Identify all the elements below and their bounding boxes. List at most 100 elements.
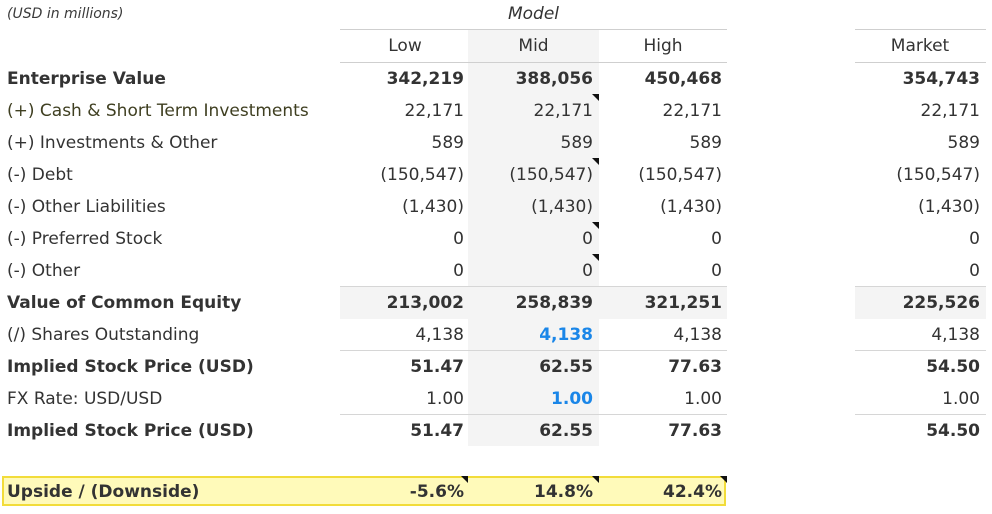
cell-low[interactable]: 22,171: [404, 101, 464, 121]
cell-low[interactable]: (1,430): [402, 197, 464, 217]
row-upside-downside: Upside / (Downside) -5.6% 14.8% 42.4%: [0, 477, 992, 509]
subtotal-divider-market: [855, 286, 986, 287]
row-label: FX Rate: USD/USD: [7, 389, 163, 409]
row-label: Implied Stock Price (USD): [7, 357, 254, 377]
cell-market[interactable]: 0: [969, 229, 980, 249]
row-cash-short-term-investments: (+) Cash & Short Term Investments 22,171…: [0, 95, 992, 127]
cell-market[interactable]: 4,138: [931, 325, 980, 345]
row-other-liabilities: (-) Other Liabilities (1,430) (1,430) (1…: [0, 191, 992, 223]
cell-mid[interactable]: 14.8%: [534, 482, 593, 502]
cell-low[interactable]: 342,219: [386, 69, 464, 89]
market-header-divider-bottom: [855, 62, 986, 63]
cell-mid-input[interactable]: 1.00: [551, 389, 593, 409]
comment-indicator-icon[interactable]: [720, 476, 727, 483]
row-label: Enterprise Value: [7, 69, 166, 89]
row-implied-stock-price-usd: Implied Stock Price (USD) 51.47 62.55 77…: [0, 415, 992, 447]
cell-market[interactable]: 54.50: [926, 421, 980, 441]
subtotal-shading-market: [855, 287, 986, 319]
market-header-divider-top: [855, 29, 986, 30]
comment-indicator-icon[interactable]: [592, 94, 599, 101]
row-enterprise-value: Enterprise Value 342,219 388,056 450,468…: [0, 63, 992, 95]
row-other: (-) Other 0 0 0 0: [0, 255, 992, 287]
row-label: (-) Other: [7, 261, 81, 281]
cell-mid[interactable]: 62.55: [539, 421, 593, 441]
cell-market[interactable]: 1.00: [942, 389, 980, 409]
cell-mid[interactable]: 388,056: [515, 69, 593, 89]
cell-low[interactable]: 589: [431, 133, 464, 153]
row-label: (-) Other Liabilities: [7, 197, 166, 217]
comment-indicator-icon[interactable]: [592, 254, 599, 261]
cell-market[interactable]: (150,547): [896, 165, 980, 185]
comment-indicator-icon[interactable]: [461, 476, 468, 483]
row-label: (+) Cash & Short Term Investments: [7, 101, 309, 121]
cell-high[interactable]: 42.4%: [663, 482, 722, 502]
mid-column-band: [468, 30, 599, 446]
cell-low[interactable]: 4,138: [415, 325, 464, 345]
cell-low[interactable]: 213,002: [386, 293, 464, 313]
cell-high[interactable]: 77.63: [668, 421, 722, 441]
upside-highlight-box: [2, 476, 726, 506]
fx-divider: [340, 414, 727, 415]
cell-high[interactable]: 0: [711, 229, 722, 249]
shares-divider: [340, 350, 727, 351]
cell-high[interactable]: 589: [689, 133, 722, 153]
row-implied-stock-price: Implied Stock Price (USD) 51.47 62.55 77…: [0, 351, 992, 383]
cell-high[interactable]: (150,547): [638, 165, 722, 185]
subtotal-divider: [340, 286, 727, 287]
cell-high[interactable]: 77.63: [668, 357, 722, 377]
cell-market[interactable]: 354,743: [902, 69, 980, 89]
comment-indicator-icon[interactable]: [592, 476, 599, 483]
cell-market[interactable]: (1,430): [918, 197, 980, 217]
cell-high[interactable]: 321,251: [644, 293, 722, 313]
cell-low[interactable]: 0: [453, 229, 464, 249]
column-header-mid: Mid: [518, 36, 549, 56]
comment-indicator-icon[interactable]: [592, 158, 599, 165]
row-label: (+) Investments & Other: [7, 133, 218, 153]
model-header-divider: [340, 29, 727, 30]
cell-high[interactable]: 22,171: [662, 101, 722, 121]
cell-mid[interactable]: (1,430): [531, 197, 593, 217]
cell-high[interactable]: 1.00: [684, 389, 722, 409]
units-caption: (USD in millions): [7, 6, 124, 22]
cell-mid[interactable]: (150,547): [509, 165, 593, 185]
row-label: Value of Common Equity: [7, 293, 242, 313]
cell-mid[interactable]: 22,171: [533, 101, 593, 121]
cell-mid[interactable]: 0: [582, 229, 593, 249]
cell-mid-input[interactable]: 4,138: [539, 325, 593, 345]
cell-mid[interactable]: 0: [582, 261, 593, 281]
cell-low[interactable]: -5.6%: [409, 482, 464, 502]
cell-low[interactable]: 0: [453, 261, 464, 281]
cell-market[interactable]: 0: [969, 261, 980, 281]
cell-high[interactable]: 4,138: [673, 325, 722, 345]
cell-market[interactable]: 54.50: [926, 357, 980, 377]
row-label: (/) Shares Outstanding: [7, 325, 200, 345]
cell-low[interactable]: 51.47: [410, 421, 464, 441]
column-header-market: Market: [890, 36, 950, 56]
row-label: Implied Stock Price (USD): [7, 421, 254, 441]
cell-low[interactable]: 51.47: [410, 357, 464, 377]
column-header-low: Low: [388, 36, 422, 56]
row-debt: (-) Debt (150,547) (150,547) (150,547) (…: [0, 159, 992, 191]
cell-mid[interactable]: 589: [560, 133, 593, 153]
cell-high[interactable]: 0: [711, 261, 722, 281]
cell-high[interactable]: (1,430): [660, 197, 722, 217]
cell-high[interactable]: 450,468: [644, 69, 722, 89]
cell-market[interactable]: 589: [947, 133, 980, 153]
row-value-common-equity: Value of Common Equity 213,002 258,839 3…: [0, 287, 992, 319]
row-preferred-stock: (-) Preferred Stock 0 0 0 0: [0, 223, 992, 255]
row-investments-other: (+) Investments & Other 589 589 589 589: [0, 127, 992, 159]
subtotal-shading: [340, 287, 727, 319]
model-header-divider-bottom: [340, 62, 727, 63]
cell-mid[interactable]: 258,839: [515, 293, 593, 313]
cell-low[interactable]: 1.00: [426, 389, 464, 409]
row-fx-rate: FX Rate: USD/USD 1.00 1.00 1.00 1.00: [0, 383, 992, 415]
fx-divider-market: [855, 414, 986, 415]
comment-indicator-icon[interactable]: [592, 222, 599, 229]
cell-market[interactable]: 225,526: [902, 293, 980, 313]
cell-market[interactable]: 22,171: [920, 101, 980, 121]
cell-low[interactable]: (150,547): [380, 165, 464, 185]
shares-divider-market: [855, 350, 986, 351]
row-shares-outstanding: (/) Shares Outstanding 4,138 4,138 4,138…: [0, 319, 992, 351]
cell-mid[interactable]: 62.55: [539, 357, 593, 377]
column-header-high: High: [643, 36, 683, 56]
